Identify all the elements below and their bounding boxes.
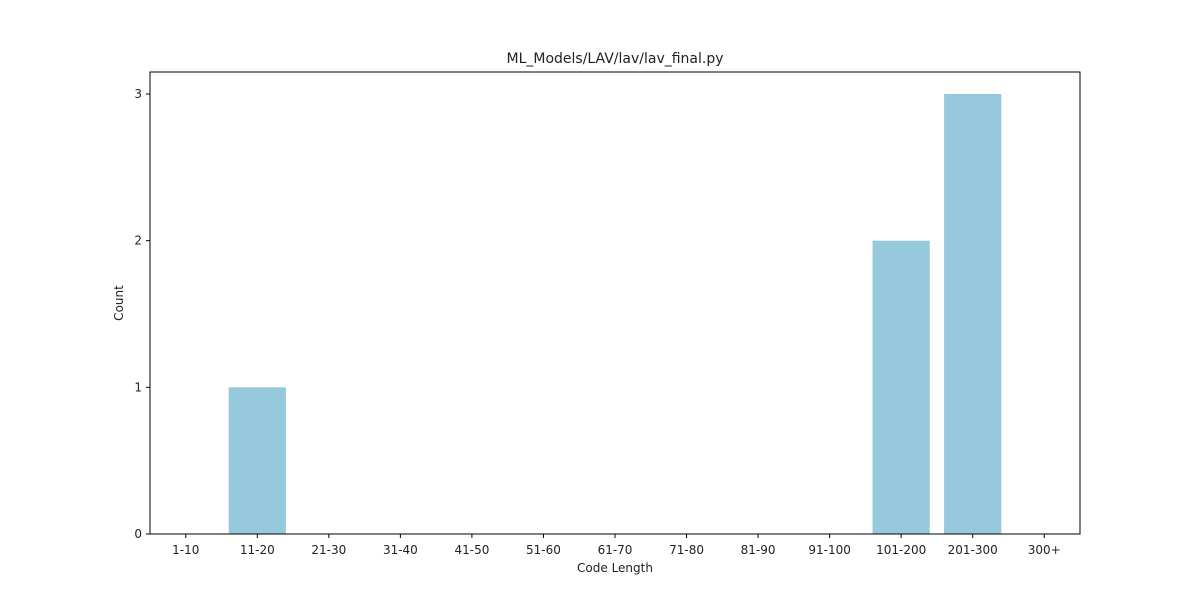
x-tick-label: 91-100 bbox=[808, 543, 851, 557]
bar-101-200 bbox=[872, 240, 930, 534]
x-tick-label: 31-40 bbox=[383, 543, 418, 557]
bars-group bbox=[228, 94, 1002, 534]
chart-title: ML_Models/LAV/lav/lav_final.py bbox=[506, 51, 723, 67]
x-tick-label: 71-80 bbox=[669, 543, 704, 557]
y-tick-label: 3 bbox=[134, 87, 142, 101]
bar-11-20 bbox=[228, 387, 286, 534]
x-tick-label: 41-50 bbox=[454, 543, 489, 557]
y-axis-label: Count bbox=[112, 285, 126, 321]
y-tick-label: 0 bbox=[134, 527, 142, 541]
bar-201-300 bbox=[944, 94, 1002, 534]
x-tick-label: 11-20 bbox=[240, 543, 275, 557]
y-axis-ticks: 0 1 2 3 bbox=[134, 87, 150, 541]
y-tick-label: 2 bbox=[134, 234, 142, 248]
x-axis-ticks: 1-10 11-20 21-30 31-40 41-50 51-60 61-70 71-80 8… bbox=[172, 534, 1061, 557]
x-tick-label: 81-90 bbox=[741, 543, 776, 557]
x-tick-label: 51-60 bbox=[526, 543, 561, 557]
x-tick-label: 101-200 bbox=[876, 543, 926, 557]
x-tick-label: 1-10 bbox=[172, 543, 199, 557]
plot-frame bbox=[149, 71, 1081, 535]
x-tick-label: 21-30 bbox=[311, 543, 346, 557]
x-tick-label: 300+ bbox=[1028, 543, 1061, 557]
x-axis-label: Code Length bbox=[577, 561, 653, 575]
y-tick-label: 1 bbox=[134, 380, 142, 394]
x-tick-label: 61-70 bbox=[598, 543, 633, 557]
x-tick-label: 201-300 bbox=[948, 543, 998, 557]
